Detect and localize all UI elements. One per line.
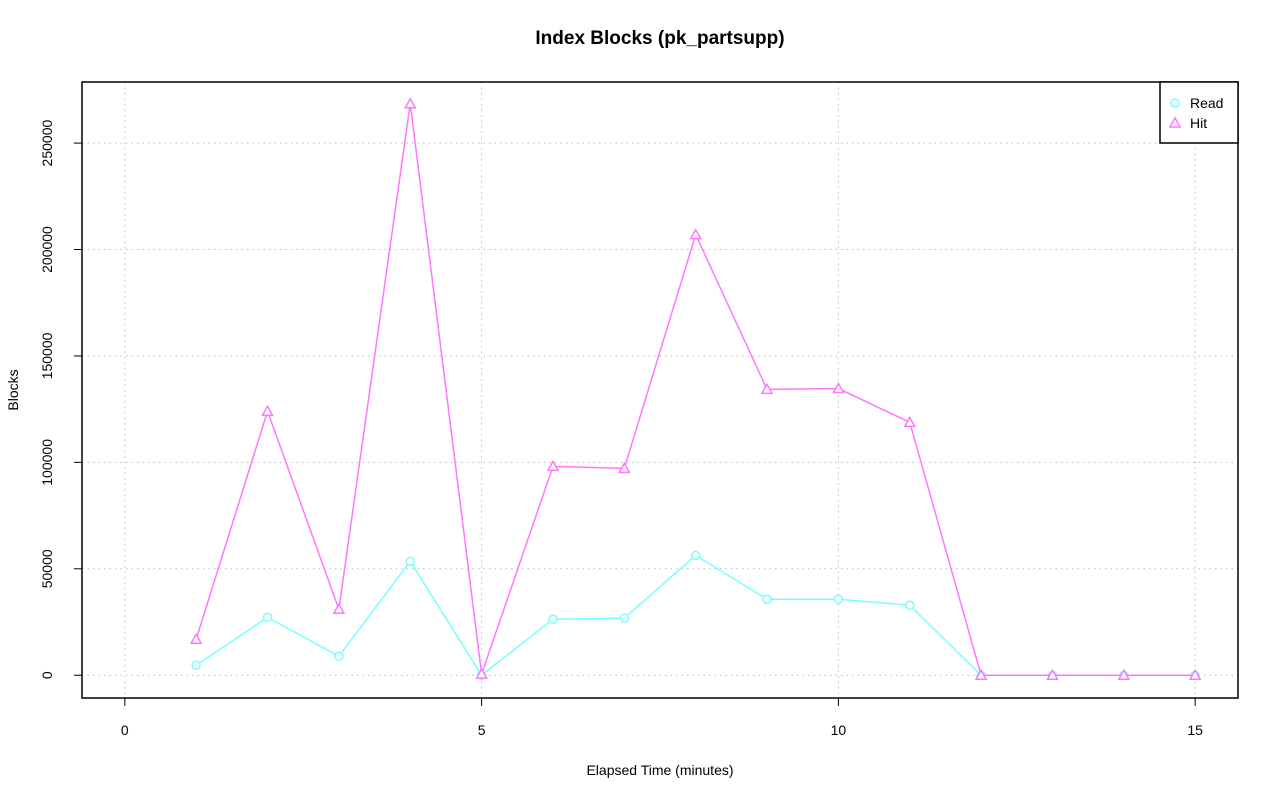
point — [974, 668, 988, 680]
point — [1117, 668, 1131, 680]
plot-frame — [81, 81, 1239, 699]
point — [903, 415, 917, 428]
point — [546, 459, 560, 472]
y-axis-label: Blocks — [5, 369, 21, 410]
point — [191, 660, 201, 670]
point — [1188, 668, 1202, 680]
x-tick-label: 15 — [1187, 722, 1203, 738]
legend-marker — [1168, 116, 1182, 128]
point — [832, 381, 845, 394]
point — [261, 404, 274, 417]
chart-title: Index Blocks (pk_partsupp) — [535, 28, 784, 49]
point — [332, 602, 346, 614]
point — [189, 632, 203, 645]
y-tick-label: 50000 — [39, 549, 55, 588]
point — [619, 613, 630, 623]
legend-box — [1159, 81, 1239, 144]
legend-marker — [1170, 98, 1180, 108]
series-line — [195, 554, 1196, 677]
x-tick-label: 10 — [831, 722, 847, 738]
x-axis-label: Elapsed Time (minutes) — [586, 762, 733, 778]
y-tick-label: 200000 — [39, 226, 55, 273]
y-tick-label: 250000 — [39, 120, 55, 167]
point — [1046, 668, 1059, 680]
point — [262, 612, 273, 623]
x-tick-label: 0 — [121, 722, 129, 738]
y-tick-label: 150000 — [39, 332, 55, 379]
point — [403, 97, 417, 109]
point — [334, 651, 344, 662]
point — [618, 461, 631, 474]
x-tick-label: 5 — [478, 722, 486, 738]
point — [689, 228, 702, 240]
point — [833, 594, 844, 604]
legend-label: Hit — [1190, 115, 1207, 131]
point — [405, 556, 415, 567]
y-tick-label: 100000 — [39, 439, 55, 486]
point — [762, 594, 772, 604]
point — [475, 667, 488, 679]
y-tick-label: 0 — [39, 671, 55, 679]
point — [760, 382, 774, 395]
point — [548, 614, 558, 624]
point — [690, 550, 701, 561]
legend-label: Read — [1190, 95, 1223, 111]
point — [905, 600, 915, 610]
series-line — [195, 103, 1196, 676]
